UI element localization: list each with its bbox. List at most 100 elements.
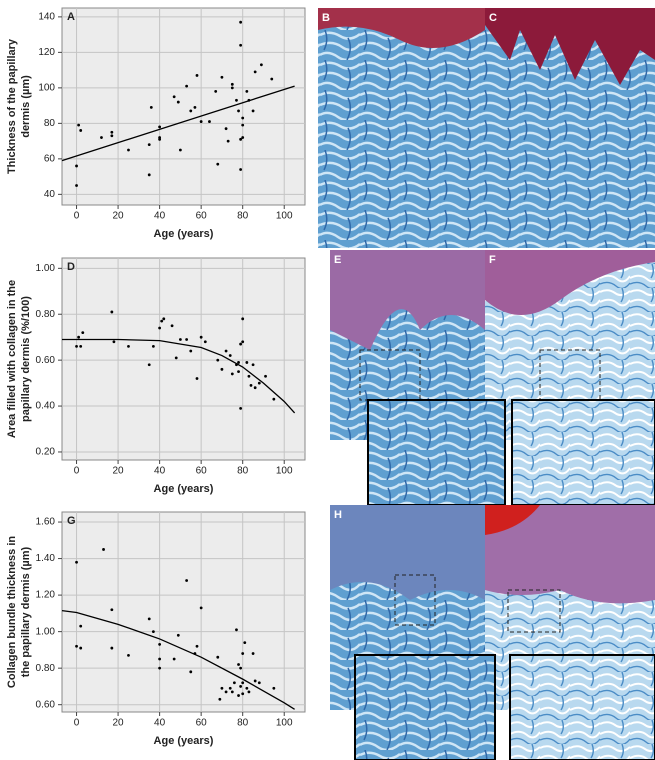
y-tick-label: 60 <box>44 153 56 164</box>
x-tick-label: 100 <box>276 718 293 729</box>
point <box>241 692 245 696</box>
point <box>239 43 243 47</box>
fit-line <box>61 609 295 710</box>
point <box>245 686 249 690</box>
point <box>195 74 199 77</box>
x-tick-label: 80 <box>237 466 249 477</box>
y-tick-label: 80 <box>44 118 56 129</box>
point <box>195 377 199 380</box>
epidermis <box>330 250 485 350</box>
y-tick-label: 40 <box>44 189 56 200</box>
image-b <box>318 8 485 248</box>
point <box>127 148 130 152</box>
point <box>264 374 267 378</box>
point <box>216 358 220 362</box>
point <box>185 84 189 88</box>
panel-label: B <box>322 12 330 24</box>
point <box>237 361 240 364</box>
x-tick-label: 40 <box>154 211 166 222</box>
plot-area <box>61 7 306 206</box>
point <box>257 381 261 385</box>
point <box>162 317 166 321</box>
point <box>151 344 155 348</box>
point <box>176 100 180 104</box>
point <box>75 184 78 187</box>
point <box>253 70 257 74</box>
x-tick-label: 60 <box>196 211 208 222</box>
y-tick-label: 0.60 <box>36 699 56 710</box>
point <box>149 105 153 109</box>
y-tick-label: 1.00 <box>36 263 56 274</box>
point <box>239 342 243 346</box>
point <box>158 125 162 129</box>
point <box>189 109 193 113</box>
epidermis <box>330 505 485 600</box>
y-axis-label: Area filled with collagen in the <box>6 280 18 438</box>
x-tick-label: 20 <box>113 718 125 729</box>
panel-label: C <box>489 12 497 24</box>
point <box>257 681 261 685</box>
point <box>178 338 182 341</box>
point <box>158 137 162 141</box>
point <box>239 666 243 670</box>
x-tick-label: 100 <box>276 211 293 222</box>
x-axis-label: Age (years) <box>154 483 214 495</box>
point <box>241 681 245 685</box>
fit-line <box>62 338 296 414</box>
point <box>239 406 243 410</box>
point <box>239 20 243 24</box>
point <box>230 82 234 86</box>
panel-label: E <box>334 254 341 266</box>
inset-e <box>367 399 506 506</box>
y-axis-label: Collagen bundle thickness in <box>6 536 18 688</box>
x-tick-label: 40 <box>154 466 166 477</box>
y-axis-label: papillary dermis (%/100) <box>20 296 32 422</box>
x-tick-label: 100 <box>276 466 293 477</box>
point <box>237 694 240 697</box>
point <box>245 361 249 364</box>
point <box>251 109 255 113</box>
point <box>208 120 211 123</box>
point <box>228 686 232 690</box>
panel-label: A <box>67 11 75 23</box>
fit-line <box>61 85 295 162</box>
plot-area <box>61 511 306 713</box>
point <box>199 335 203 339</box>
point <box>218 697 222 701</box>
point <box>243 641 247 644</box>
point <box>241 123 245 127</box>
panel-label: F <box>489 254 496 266</box>
inset-i <box>509 654 655 760</box>
epidermis <box>318 8 485 48</box>
point <box>158 643 162 646</box>
y-axis-label: dermis (µm) <box>20 75 32 138</box>
point <box>272 397 276 401</box>
point <box>170 324 174 328</box>
point <box>127 653 130 657</box>
point <box>110 134 114 138</box>
point <box>230 86 234 90</box>
epidermis <box>485 250 655 315</box>
point <box>224 690 228 694</box>
inset-f <box>511 399 655 506</box>
point <box>172 95 176 99</box>
point <box>237 370 240 374</box>
point <box>270 77 274 81</box>
point <box>189 670 193 674</box>
inset-box <box>394 574 436 626</box>
inset-h <box>354 654 496 760</box>
point <box>199 606 203 610</box>
point <box>81 331 85 335</box>
point <box>224 127 228 131</box>
point <box>259 63 263 67</box>
y-tick-label: 1.00 <box>36 626 56 637</box>
point <box>75 560 78 564</box>
histology: B C E F H <box>318 8 655 760</box>
x-tick-label: 0 <box>74 718 80 729</box>
point <box>249 383 253 387</box>
point <box>239 137 243 141</box>
epidermis <box>485 8 655 85</box>
y-tick-label: 1.60 <box>36 517 56 528</box>
x-tick-label: 60 <box>196 718 208 729</box>
y-tick-label: 0.80 <box>36 309 56 320</box>
